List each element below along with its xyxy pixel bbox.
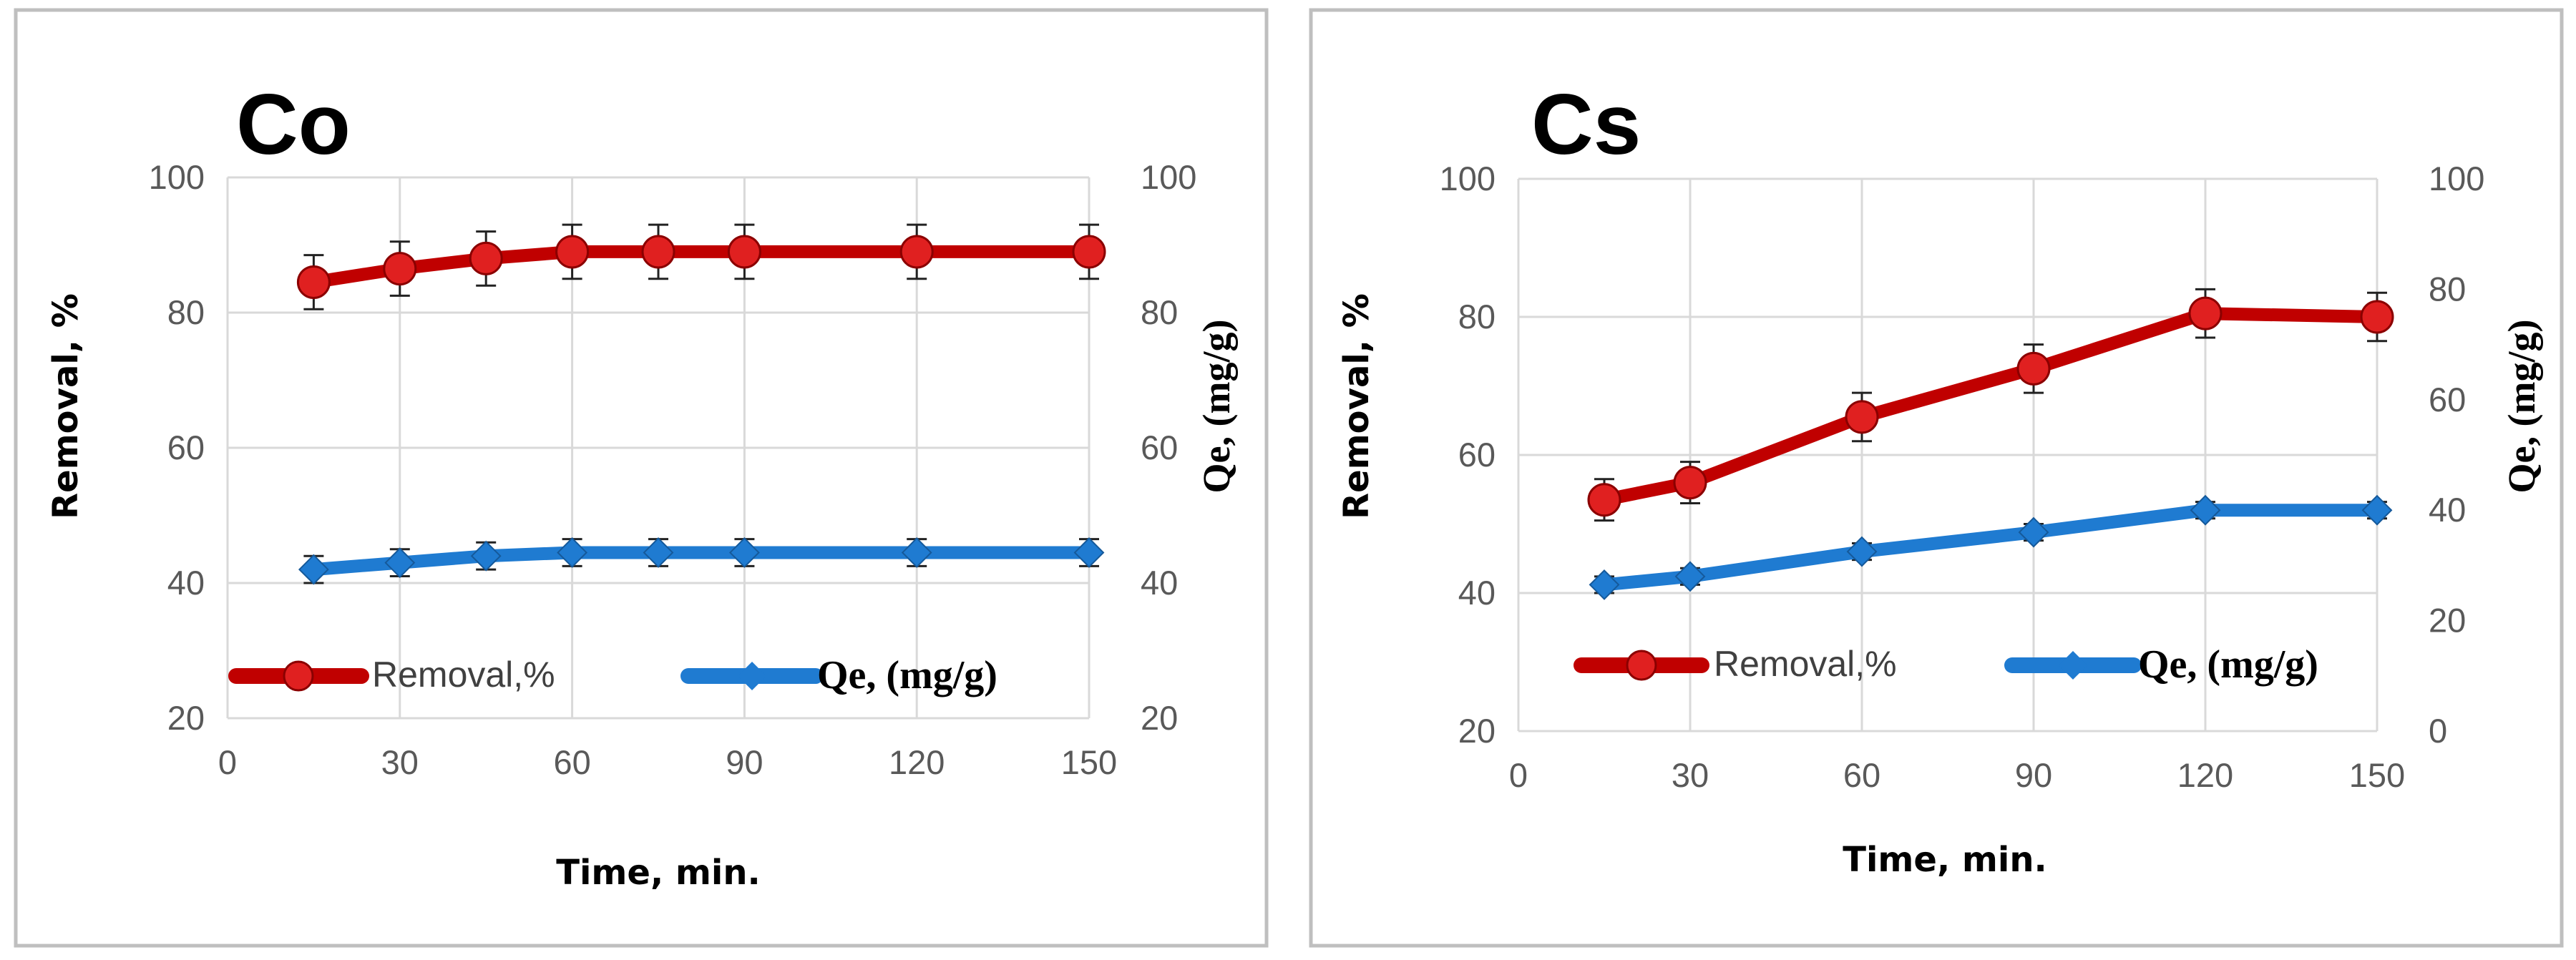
co-y2-tick-label: 100	[1141, 158, 1196, 196]
cs-removal-point	[1845, 400, 1879, 434]
co-removal-point	[296, 265, 331, 299]
cs-y-tick-labels: 20 40 60 80 100	[1440, 160, 1496, 750]
co-y-axis-title: Removal, %	[46, 293, 86, 519]
co-series-line-qe	[307, 546, 1096, 577]
cs-qe-point	[1674, 561, 1706, 592]
co-y2-tick-label: 60	[1141, 428, 1178, 466]
co-x-tick-labels: 0 30 60 90 120 150	[218, 743, 1117, 781]
co-x-tick-label: 30	[381, 743, 419, 781]
cs-y2-tick-label: 100	[2429, 160, 2484, 197]
co-y2-tick-label: 80	[1141, 293, 1178, 331]
panel-cs: 0 30 60 90 120 150 20 40 60 80 100 0 20 40 60 80 100 C…	[1337, 77, 2543, 880]
co-x-tick-label: 60	[553, 743, 590, 781]
co-panel-title: Co	[236, 77, 351, 172]
co-x-tick-label: 150	[1061, 743, 1117, 781]
co-legend-removal-marker	[283, 660, 314, 692]
cs-x-tick-label: 120	[2177, 756, 2233, 794]
cs-markers	[1587, 296, 2394, 600]
cs-y2-axis-title: Qe, (mg/g)	[2500, 320, 2543, 494]
cs-y2-tick-label: 60	[2429, 381, 2466, 418]
cs-qe-point	[1589, 569, 1620, 600]
cs-removal-point	[2360, 300, 2394, 334]
co-removal-point	[555, 235, 590, 269]
cs-removal-point	[1673, 466, 1707, 500]
cs-y-tick-label: 20	[1458, 712, 1496, 750]
co-y-tick-label: 100	[149, 158, 205, 196]
cs-y2-tick-labels: 0 20 40 60 80 100	[2429, 160, 2484, 750]
co-removal-point	[641, 235, 675, 269]
co-x-axis-title: Time, min.	[556, 853, 761, 893]
co-removal-point	[727, 235, 761, 269]
cs-y-tick-label: 40	[1458, 574, 1496, 612]
co-legend: Removal,% Qe, (mg/g)	[228, 653, 997, 697]
co-markers	[296, 235, 1106, 585]
co-y-tick-label: 20	[167, 699, 205, 737]
cs-y-tick-label: 60	[1458, 436, 1496, 474]
co-qe-point	[384, 547, 416, 579]
cs-x-tick-label: 150	[2349, 756, 2405, 794]
co-y-tick-label: 60	[167, 428, 205, 466]
co-qe-point	[1073, 537, 1105, 568]
cs-legend: Removal,% Qe, (mg/g)	[1574, 642, 2318, 687]
co-x-tick-label: 90	[726, 743, 763, 781]
cs-legend-qe-marker	[2059, 651, 2087, 680]
cs-gridlines	[1517, 177, 2379, 733]
cs-x-axis-title: Time, min.	[1843, 840, 2047, 880]
cs-qe-point	[2018, 516, 2049, 548]
co-y2-axis-title: Qe, (mg/g)	[1195, 320, 1238, 494]
cs-removal-point	[1587, 483, 1621, 517]
co-removal-point	[899, 235, 934, 269]
panel-co-frame	[14, 8, 1269, 948]
co-removal-point	[1072, 235, 1106, 269]
cs-legend-removal-label: Removal,%	[1714, 644, 1897, 684]
cs-x-tick-label: 0	[1509, 756, 1528, 794]
cs-x-tick-label: 90	[2015, 756, 2052, 794]
co-y2-tick-labels: 20 40 60 80 100	[1141, 158, 1196, 737]
cs-y2-tick-label: 20	[2429, 602, 2466, 640]
co-removal-point	[383, 252, 417, 286]
cs-y-axis-title: Removal, %	[1337, 293, 1377, 519]
co-y-tick-label: 80	[167, 293, 205, 331]
co-qe-point	[901, 537, 932, 568]
cs-panel-title: Cs	[1531, 77, 1641, 172]
co-x-tick-label: 120	[889, 743, 945, 781]
co-qe-point	[643, 537, 674, 568]
co-qe-point	[470, 540, 502, 572]
cs-removal-point	[2188, 296, 2223, 330]
cs-series-line-qe	[1598, 504, 2384, 592]
panel-co: 0 30 60 90 120 150 20 40 60 80 100 20 40 60 80 100 Co…	[46, 77, 1238, 893]
co-legend-qe-label: Qe, (mg/g)	[817, 653, 997, 697]
cs-y-tick-label: 80	[1458, 298, 1496, 335]
cs-legend-removal-marker	[1626, 650, 1657, 681]
cs-qe-point	[2361, 494, 2393, 526]
co-y2-tick-label: 20	[1141, 699, 1178, 737]
co-legend-qe-marker	[738, 662, 766, 690]
cs-x-tick-labels: 0 30 60 90 120 150	[1509, 756, 2405, 794]
cs-qe-point	[1846, 536, 1878, 567]
co-x-tick-label: 0	[218, 743, 237, 781]
cs-x-tick-label: 60	[1843, 756, 1880, 794]
cs-qe-point	[2190, 494, 2221, 526]
co-qe-point	[557, 537, 588, 568]
co-legend-removal-label: Removal,%	[372, 655, 555, 695]
cs-y2-tick-label: 0	[2429, 712, 2447, 750]
co-y-tick-label: 40	[167, 564, 205, 602]
cs-y2-tick-label: 40	[2429, 491, 2466, 529]
panel-cs-frame	[1309, 8, 2564, 948]
cs-removal-point	[2016, 351, 2051, 386]
co-qe-point	[728, 537, 760, 568]
co-y-tick-labels: 20 40 60 80 100	[149, 158, 205, 737]
cs-legend-qe-label: Qe, (mg/g)	[2138, 642, 2318, 687]
cs-y-tick-label: 100	[1440, 160, 1496, 197]
co-qe-point	[298, 554, 329, 585]
cs-x-tick-label: 30	[1672, 756, 1709, 794]
cs-y2-tick-label: 80	[2429, 270, 2466, 308]
co-y2-tick-label: 40	[1141, 564, 1178, 602]
co-removal-point	[469, 241, 503, 275]
